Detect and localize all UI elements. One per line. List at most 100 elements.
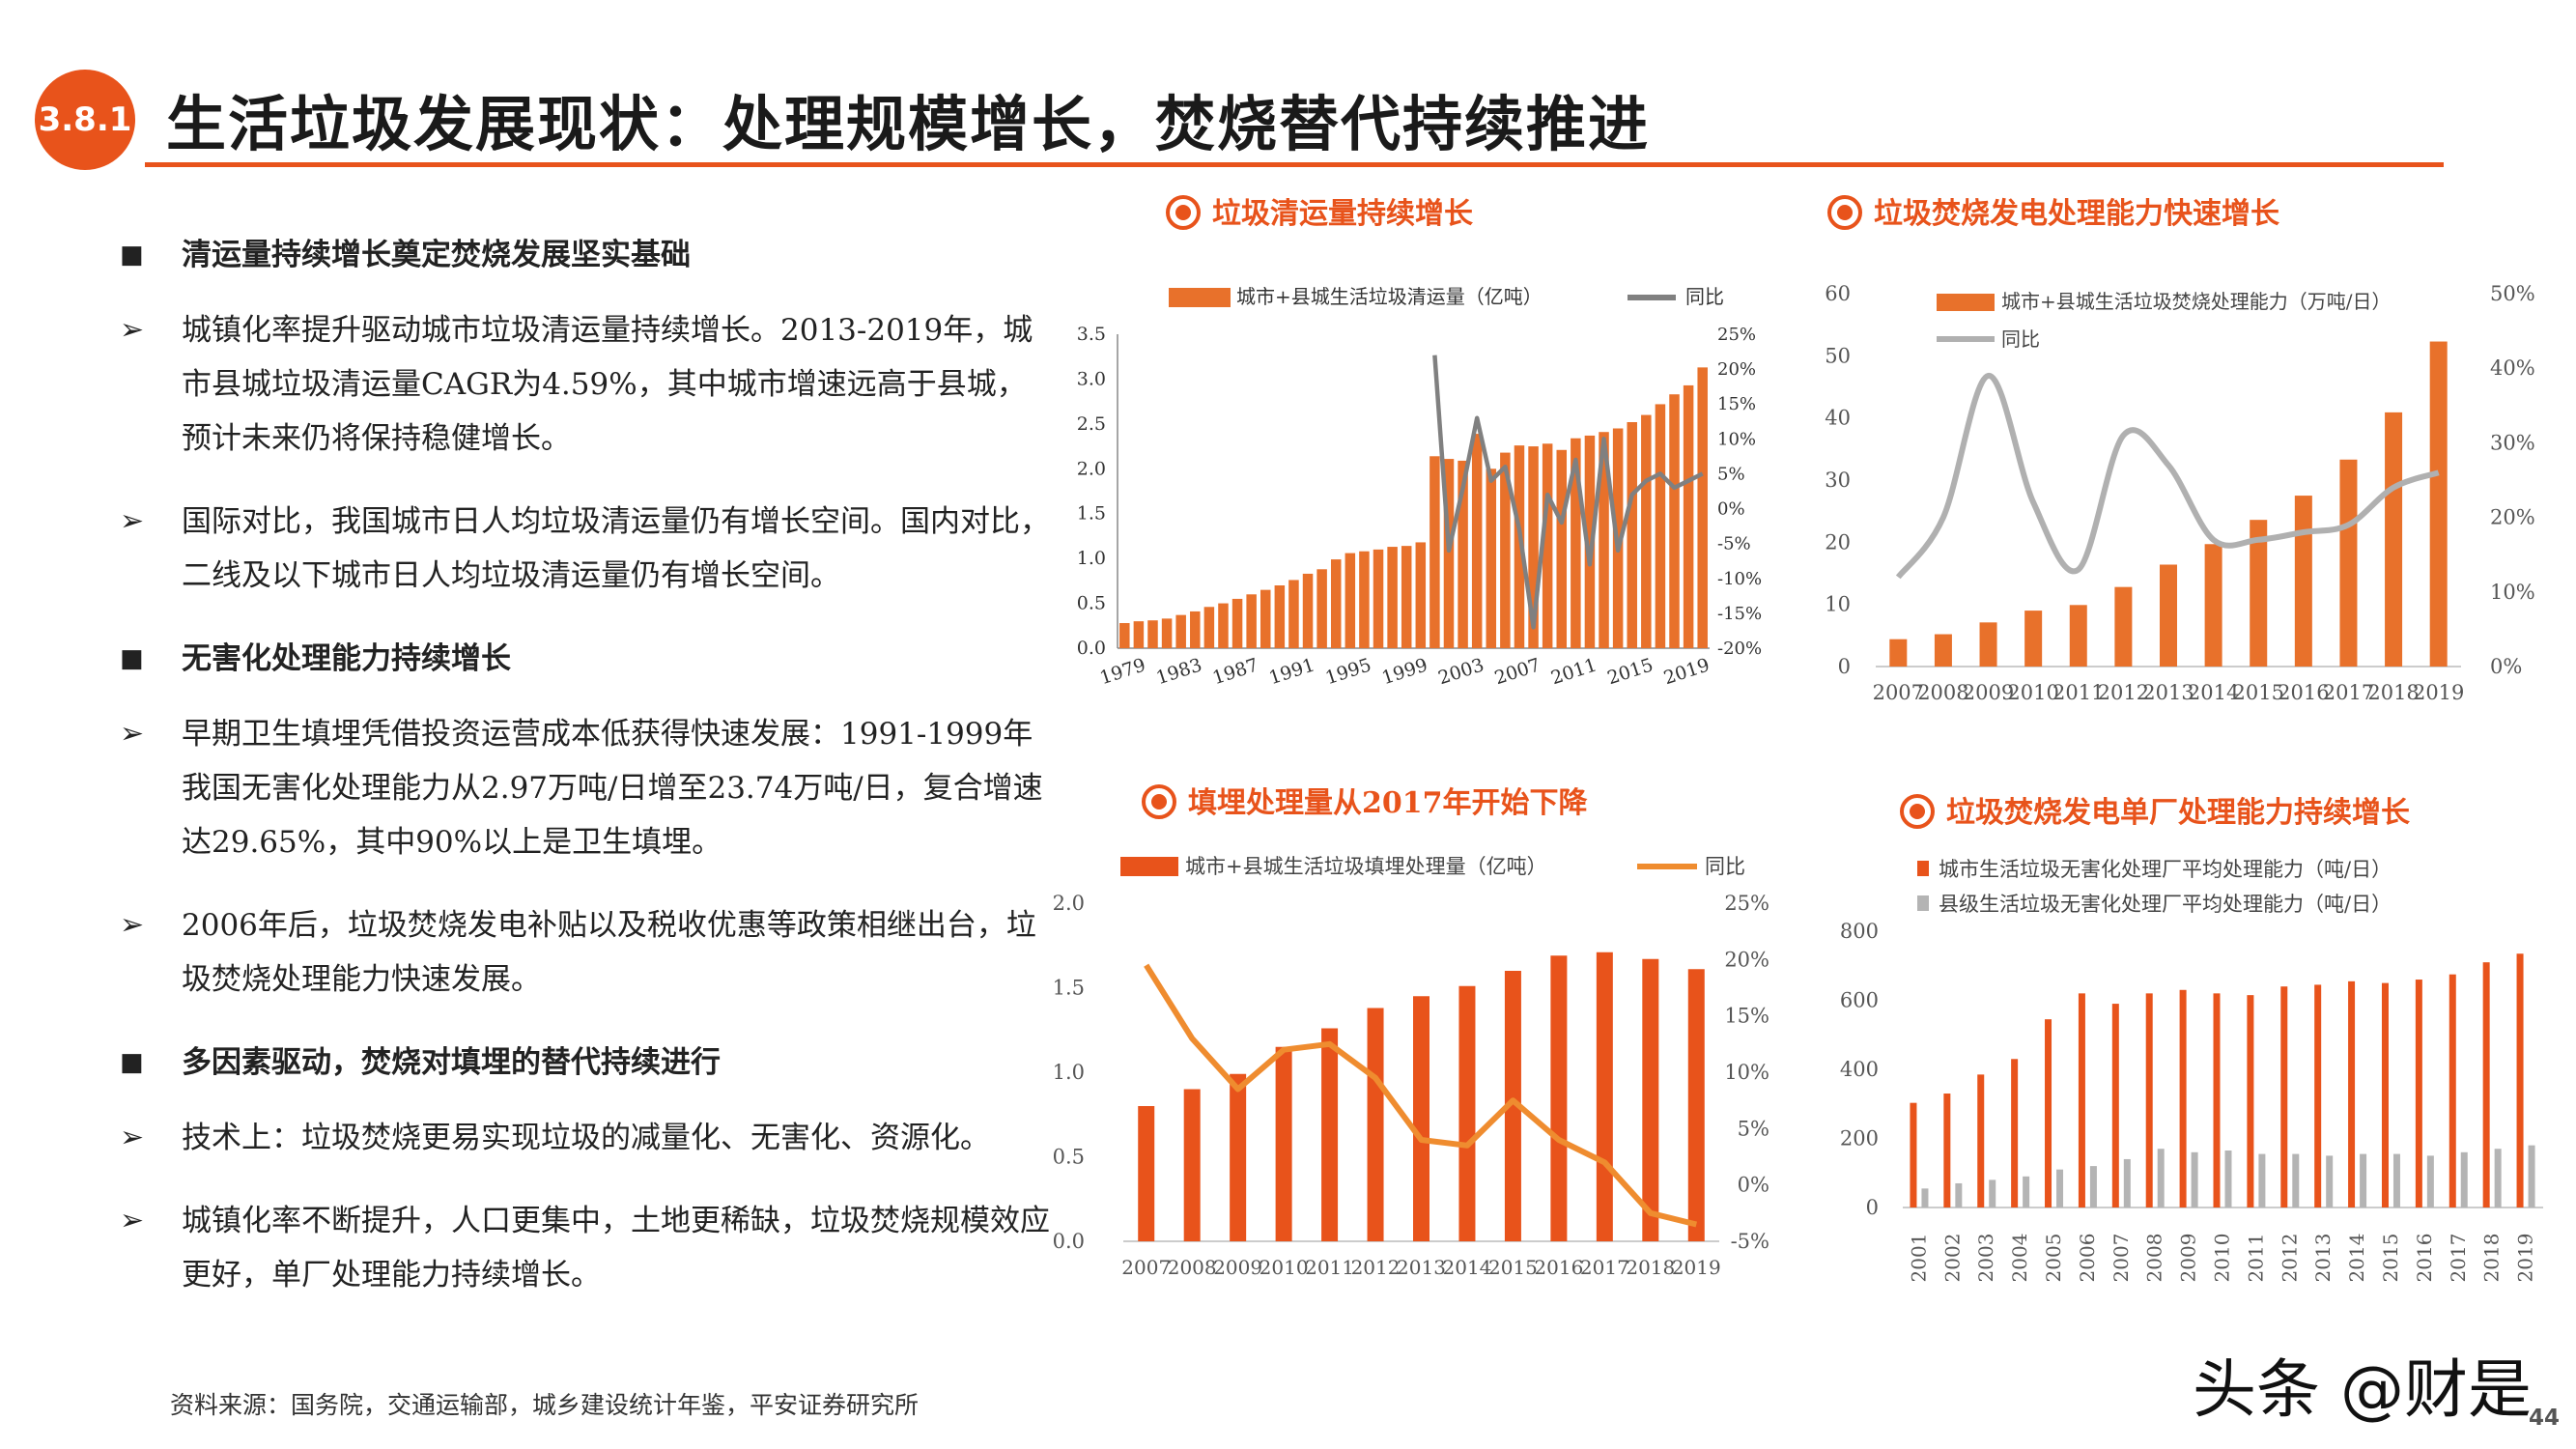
bar-city xyxy=(2449,974,2456,1208)
title-dot-icon xyxy=(1151,794,1167,810)
y-tick-label-right: -5% xyxy=(1731,1230,1769,1253)
source-note: 资料来源：国务院，交通运输部，城乡建设统计年鉴，平安证券研究所 xyxy=(170,1391,920,1419)
bar-city xyxy=(2348,980,2356,1208)
bullet-point: ➢ 城镇化率不断提升，人口更集中，土地更稀缺，垃圾焚烧规模效应更好，单厂处理能力持… xyxy=(116,1194,1053,1302)
x-tick-label: 2012 xyxy=(2278,1234,2301,1283)
bar xyxy=(2294,496,2312,667)
x-tick-label: 2015 xyxy=(1488,1256,1538,1279)
bar-county xyxy=(2528,1145,2535,1208)
legend-swatch-bar xyxy=(1917,895,1929,911)
bar-county xyxy=(2392,1153,2400,1208)
bar xyxy=(1246,594,1257,648)
bar-county xyxy=(2360,1153,2367,1208)
x-tick-label: 2008 xyxy=(2143,1234,2166,1283)
arrow-bullet-icon: ➢ xyxy=(120,313,145,347)
x-tick-label: 2011 xyxy=(2244,1234,2267,1283)
x-tick-label: 2011 xyxy=(1548,654,1599,689)
page-number: 44 xyxy=(2529,1406,2561,1431)
x-tick-label: 2012 xyxy=(2098,681,2149,704)
y-tick-label-right: -5% xyxy=(1717,534,1751,554)
bar xyxy=(1302,573,1314,648)
arrow-bullet-icon: ➢ xyxy=(120,1121,145,1154)
legend-label: 县级生活垃圾无害化处理厂平均处理能力（吨/日） xyxy=(1939,893,2392,916)
x-tick-label: 2009 xyxy=(1213,1256,1262,1279)
x-tick-label: 2018 xyxy=(2480,1234,2504,1283)
bar-county xyxy=(2494,1149,2502,1208)
yoy-line xyxy=(1895,372,2440,580)
bar-county xyxy=(2224,1151,2232,1208)
bar-county xyxy=(2292,1153,2300,1208)
y-tick-label-left: 3.5 xyxy=(1077,324,1106,345)
bar xyxy=(1571,438,1581,648)
x-tick-label: 2016 xyxy=(2413,1234,2436,1283)
bar xyxy=(2160,564,2177,667)
bar xyxy=(1669,394,1680,648)
chart-title: 垃圾焚烧发电单厂处理能力持续增长 xyxy=(1946,796,2410,830)
x-tick-label: 2014 xyxy=(2188,681,2239,704)
x-tick-label: 2019 xyxy=(1672,1256,1721,1279)
x-tick-label: 2017 xyxy=(1580,1256,1629,1279)
bar xyxy=(1401,546,1412,648)
bar-county xyxy=(2089,1166,2097,1208)
bar xyxy=(1504,971,1521,1241)
y-tick-label-right: 0% xyxy=(1738,1174,1769,1197)
title-ring-icon xyxy=(1166,195,1201,230)
bar xyxy=(1458,460,1468,648)
y-tick-label-right: 25% xyxy=(1724,892,1769,915)
x-tick-label: 2004 xyxy=(2008,1234,2031,1283)
heading-text: 无害化处理能力持续增长 xyxy=(182,641,511,676)
bullet-text: 2006年后，垃圾焚烧发电补贴以及税收优惠等政策相继出台，垃圾焚烧处理能力快速发… xyxy=(182,908,1036,997)
x-tick-label: 2006 xyxy=(2076,1234,2099,1283)
y-tick-label-right: 0% xyxy=(2490,655,2522,678)
bar xyxy=(1556,449,1568,648)
bar xyxy=(1316,569,1327,648)
arrow-bullet-icon: ➢ xyxy=(120,1204,145,1237)
bar-county xyxy=(1989,1179,1996,1208)
heading-text: 多因素驱动，焚烧对填埋的替代持续进行 xyxy=(182,1045,721,1080)
arrow-bullet-icon: ➢ xyxy=(120,717,145,751)
y-tick-label-left: 2.0 xyxy=(1053,892,1085,915)
title-dot-icon xyxy=(1910,804,1925,819)
x-tick-label: 2013 xyxy=(1397,1256,1446,1279)
x-tick-label: 2019 xyxy=(1661,654,1713,689)
y-tick-label-right: -10% xyxy=(1717,569,1762,589)
y-tick-label-left: 0.5 xyxy=(1077,593,1106,614)
legend-label: 同比 xyxy=(1685,285,1724,308)
square-bullet-icon: ■ xyxy=(120,241,144,270)
bar-city xyxy=(2247,995,2254,1208)
y-tick-label-right: 15% xyxy=(1717,394,1756,414)
y-tick-label-right: -20% xyxy=(1717,639,1762,659)
bar-county xyxy=(2258,1153,2266,1208)
legend-label: 城市+县城生活垃圾填埋处理量（亿吨） xyxy=(1185,855,1547,878)
bar xyxy=(1458,985,1476,1241)
title-ring-icon xyxy=(1142,784,1176,819)
bar xyxy=(1231,598,1243,648)
bar xyxy=(1683,384,1694,648)
x-tick-label: 2017 xyxy=(2323,681,2374,704)
x-tick-label: 1979 xyxy=(1097,654,1148,689)
x-tick-label: 2013 xyxy=(2142,681,2194,704)
bar-city xyxy=(2415,980,2422,1208)
bullet-point: ➢ 早期卫生填埋凭借投资运营成本低获得快速发展：1991-1999年我国无害化处理… xyxy=(116,707,1053,869)
bar xyxy=(1697,367,1708,648)
chart-title: 填埋处理量从2017年开始下降 xyxy=(1188,786,1588,820)
y-tick-label: 600 xyxy=(1840,989,1879,1012)
section-heading: ■ 多因素驱动，焚烧对填埋的替代持续进行 xyxy=(116,1036,1053,1090)
bar xyxy=(1642,958,1659,1241)
x-tick-label: 2007 xyxy=(1492,654,1543,689)
bar xyxy=(1979,622,1997,667)
legend-swatch-bar xyxy=(1917,861,1929,876)
title-ring-icon xyxy=(1900,794,1935,829)
x-tick-label: 2016 xyxy=(2278,681,2329,704)
y-tick-label-right: 50% xyxy=(2490,282,2535,305)
y-tick-label-left: 20 xyxy=(1825,530,1851,554)
x-tick-label: 2011 xyxy=(2052,681,2104,704)
legend-label: 城市生活垃圾无害化处理厂平均处理能力（吨/日） xyxy=(1939,858,2392,881)
y-tick-label: 400 xyxy=(1840,1058,1879,1081)
bar xyxy=(2114,586,2133,667)
x-tick-label: 2007 xyxy=(2109,1234,2133,1283)
title-dot-icon xyxy=(1837,205,1853,220)
x-tick-label: 2010 xyxy=(2211,1234,2234,1283)
bar xyxy=(1345,553,1356,648)
